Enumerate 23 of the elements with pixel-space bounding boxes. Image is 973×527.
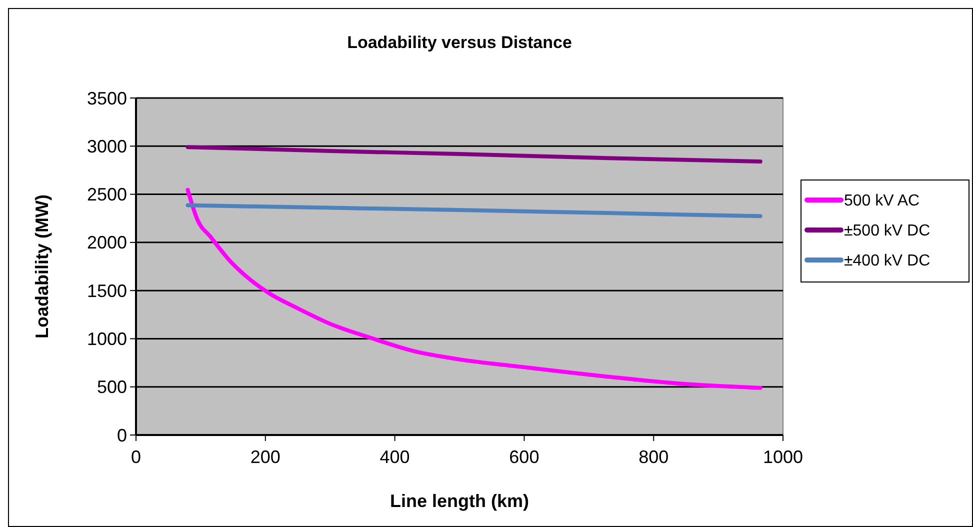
x-tick-label: 800: [638, 447, 669, 467]
x-tick-label: 400: [380, 447, 410, 467]
x-tick-label: 0: [130, 447, 142, 467]
y-tick-label: 2500: [86, 184, 127, 205]
x-axis-title: Line length (km): [390, 491, 530, 511]
chart-title: Loadability versus Distance: [347, 33, 572, 52]
line-series: [186, 188, 762, 390]
y-tick-label: 500: [96, 377, 127, 398]
legend-label: ±500 kV DC: [844, 222, 930, 240]
y-axis-title: Loadability (MW): [32, 194, 52, 338]
x-tick-label: 1000: [762, 447, 804, 467]
legend-label: ±400 kV DC: [844, 252, 930, 270]
y-tick-label: 2000: [86, 232, 127, 253]
y-tick-label: 1500: [86, 280, 127, 301]
line-series: [186, 145, 762, 164]
y-tick-label: 3000: [86, 136, 127, 156]
x-tick-label: 600: [509, 447, 540, 467]
y-tick-label: 3500: [86, 88, 127, 108]
legend-label: 500 kV AC: [844, 192, 920, 210]
line-series: [186, 203, 762, 218]
x-tick-label: 200: [250, 447, 280, 467]
y-tick-label: 0: [116, 425, 127, 446]
y-tick-label: 1000: [86, 329, 127, 350]
